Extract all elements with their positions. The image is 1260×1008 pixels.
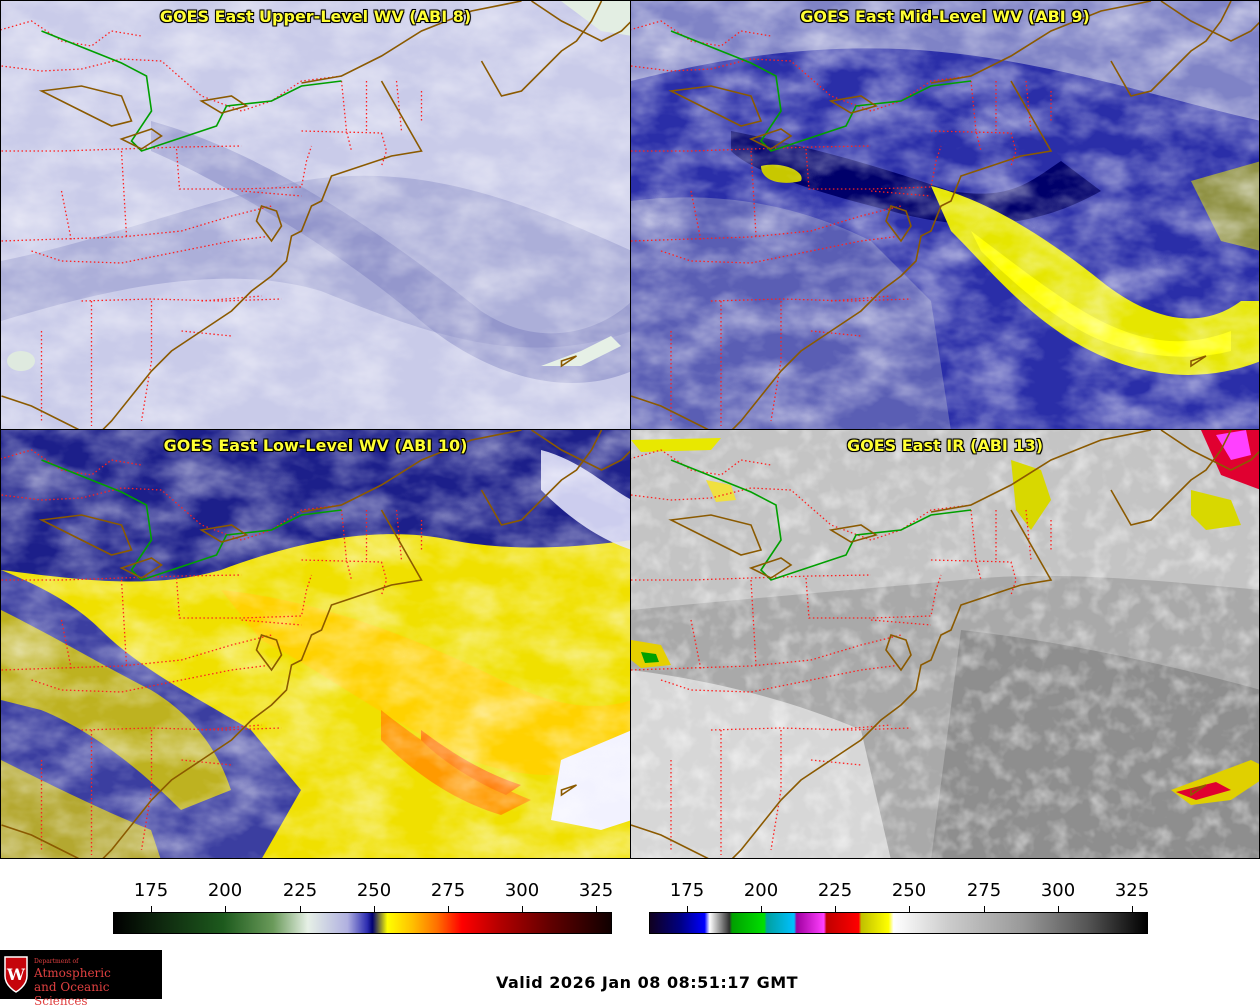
ir-tick-label: 200: [743, 880, 779, 901]
panel-title: GOES East IR (ABI 13): [846, 436, 1044, 455]
low-level-wv-image: [1, 430, 630, 858]
panel-title: GOES East Low-Level WV (ABI 10): [163, 436, 468, 455]
wv-tick-label: 250: [356, 880, 392, 901]
wv-tick-mark: [522, 906, 523, 912]
panel-ir: GOES East IR (ABI 13): [630, 429, 1260, 859]
ir-tick-mark: [1132, 906, 1133, 912]
ir-tick-label: 300: [1040, 880, 1076, 901]
mid-level-wv-image: [631, 1, 1259, 429]
ir-tick-mark: [1058, 906, 1059, 912]
wv-tick-mark: [448, 906, 449, 912]
ir-tick-mark: [687, 906, 688, 912]
wv-tick-label: 325: [578, 880, 614, 901]
wv-tick-mark: [374, 906, 375, 912]
ir-tick-label: 225: [817, 880, 853, 901]
panel-title: GOES East Mid-Level WV (ABI 9): [800, 7, 1090, 26]
ir-tick-label: 325: [1114, 880, 1150, 901]
ir-colorbar: [649, 912, 1148, 934]
wv-tick-mark: [151, 906, 152, 912]
logo-name-line1: Atmospheric: [34, 966, 111, 980]
ir-tick-label: 175: [669, 880, 705, 901]
wv-tick-mark: [596, 906, 597, 912]
wv-tick-label: 200: [207, 880, 243, 901]
wv-colorbar: [113, 912, 612, 934]
logo-letter: W: [6, 965, 26, 984]
ir-tick-mark: [761, 906, 762, 912]
wv-tick-mark: [225, 906, 226, 912]
ir-tick-mark: [909, 906, 910, 912]
logo-dept: Department of: [34, 958, 79, 965]
wv-tick-label: 225: [282, 880, 318, 901]
aos-logo: W Department of Atmospheric and Oceanic …: [0, 950, 162, 1008]
ir-tick-label: 275: [966, 880, 1002, 901]
ir-image: [631, 430, 1259, 858]
wv-tick-label: 275: [430, 880, 466, 901]
wv-tick-label: 175: [133, 880, 169, 901]
uw-crest-icon: W: [4, 956, 28, 993]
wv-tick-mark: [300, 906, 301, 912]
panel-mid-level-wv: GOES East Mid-Level WV (ABI 9): [630, 0, 1260, 430]
valid-time: Valid 2026 Jan 08 08:51:17 GMT: [496, 973, 799, 992]
panel-low-level-wv: GOES East Low-Level WV (ABI 10): [0, 429, 631, 859]
ir-tick-mark: [984, 906, 985, 912]
panel-title: GOES East Upper-Level WV (ABI 8): [159, 7, 472, 26]
wv-tick-label: 300: [504, 880, 540, 901]
panel-upper-level-wv: GOES East Upper-Level WV (ABI 8): [0, 0, 631, 430]
upper-level-wv-image: [1, 1, 630, 429]
ir-tick-mark: [835, 906, 836, 912]
ir-tick-label: 250: [891, 880, 927, 901]
logo-name-line2: and Oceanic Sciences: [34, 980, 110, 1008]
